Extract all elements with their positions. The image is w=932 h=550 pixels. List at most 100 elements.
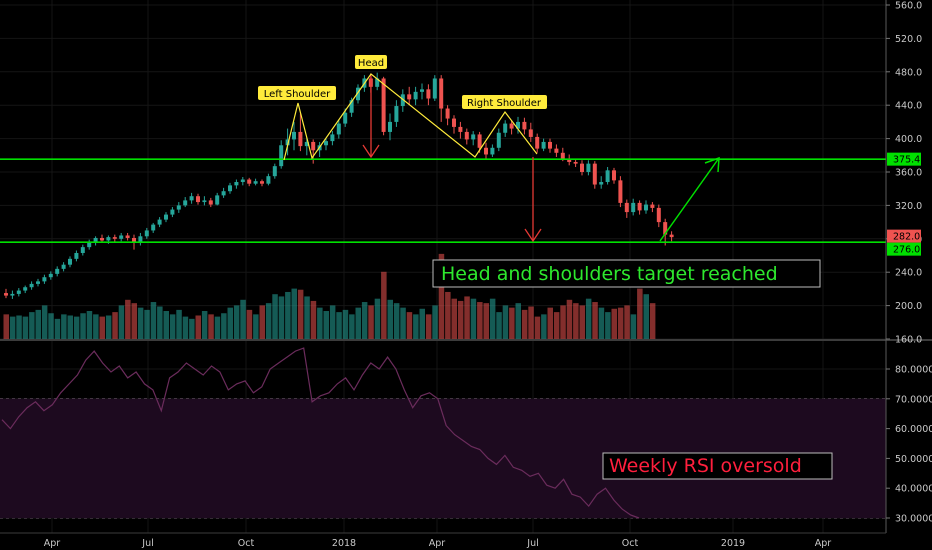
volume-bar	[355, 307, 361, 339]
price-tick-label: 240.0	[895, 268, 922, 279]
candle-body	[663, 222, 668, 235]
volume-bar	[176, 309, 182, 339]
candle-body	[183, 200, 188, 206]
volume-bar	[169, 314, 176, 339]
candle-body	[272, 166, 277, 177]
volume-bar	[509, 307, 515, 339]
volume-bar	[163, 311, 169, 339]
volume-bar	[291, 288, 297, 339]
volume-bar	[477, 302, 483, 339]
volume-bar	[445, 291, 451, 339]
volume-bar	[240, 299, 246, 339]
candle-body	[48, 273, 53, 278]
svg-text:Head: Head	[358, 58, 384, 69]
volume-bar	[649, 303, 656, 339]
volume-bar	[310, 300, 317, 339]
candle-body	[260, 181, 264, 184]
candle-body	[221, 191, 226, 196]
candle-body	[554, 148, 559, 153]
candle-body	[157, 219, 162, 225]
candle-body	[656, 207, 661, 223]
candle-body	[36, 281, 40, 284]
volume-bar	[73, 316, 80, 339]
volume-bar	[579, 305, 585, 339]
volume-bar	[329, 305, 336, 339]
volume-bar	[285, 291, 291, 339]
right-shoulder-label: Right Shoulder	[462, 95, 547, 109]
candle-body	[215, 195, 220, 205]
volume-bar	[617, 307, 624, 339]
candle-body	[74, 252, 79, 259]
volume-bar	[201, 311, 208, 339]
volume-bar	[131, 303, 137, 339]
volume-bar	[387, 299, 393, 339]
svg-text:Head and shoulders target reac: Head and shoulders target reached	[441, 263, 778, 285]
volume-bar	[400, 307, 406, 339]
time-tick-label: Oct	[238, 538, 255, 549]
volume-bar	[515, 303, 521, 339]
candle-body	[548, 141, 552, 149]
candle-body	[125, 235, 130, 238]
time-axis[interactable]: Apr Jul Oct 2018 Apr Jul Oct 2019 Apr	[44, 538, 832, 549]
volume-bar	[432, 305, 438, 339]
candle-body	[285, 139, 290, 146]
rsi-axis[interactable]: 80.0000 70.0000 60.0000 50.0000 40.0000 30.00…	[886, 365, 932, 525]
volume-bar	[112, 312, 118, 339]
recovery-arrow[interactable]	[659, 156, 720, 242]
time-tick-label: Apr	[429, 538, 446, 549]
rsi-oversold-annotation[interactable]: Weekly RSI oversold	[602, 452, 833, 480]
candle-body	[68, 258, 72, 265]
volume-bar	[534, 316, 541, 339]
candle-body	[426, 89, 431, 99]
candle-body	[432, 78, 437, 99]
price-tick-label: 440.0	[895, 101, 922, 112]
volume-bar	[541, 314, 547, 339]
candle-body	[394, 106, 399, 122]
rsi-tick-label: 80.0000	[895, 365, 932, 376]
rsi-tick-label: 30.0000	[895, 514, 932, 525]
candle-body	[80, 247, 85, 253]
candle-body	[464, 131, 469, 140]
volume-bar	[150, 302, 157, 339]
candle-body	[356, 87, 360, 101]
svg-text:282.0: 282.0	[893, 232, 920, 243]
volume-bar	[643, 294, 649, 339]
volume-bar	[208, 314, 214, 339]
head-and-shoulders-pattern[interactable]	[283, 73, 538, 161]
volume-bar	[41, 305, 48, 339]
volume-bar	[105, 315, 112, 339]
candle-body	[471, 134, 476, 140]
candle-body	[509, 123, 514, 129]
candle-body	[330, 134, 335, 142]
candle-body	[119, 235, 124, 239]
head-height-arrow[interactable]	[362, 76, 380, 159]
volume-bar	[630, 314, 637, 339]
candle-body	[29, 283, 34, 288]
target-reached-annotation[interactable]: Head and shoulders target reached	[432, 259, 821, 288]
volume-bar	[483, 303, 489, 339]
candle-body	[93, 237, 98, 243]
target-price-tag: 276.0	[887, 242, 921, 256]
price-tick-label: 200.0	[895, 301, 922, 312]
candle-body	[132, 237, 136, 243]
candle-body	[100, 237, 104, 241]
volume-bar	[22, 316, 29, 339]
volume-bar	[349, 314, 355, 339]
price-tick-label: 520.0	[895, 34, 922, 45]
candle-body	[208, 200, 213, 205]
volume-bar	[16, 315, 22, 339]
volume-bar	[67, 315, 73, 339]
candle-body	[624, 202, 629, 213]
candle-body	[202, 200, 207, 203]
candle-body	[324, 141, 328, 146]
candle-body	[573, 161, 578, 164]
candle-body	[55, 268, 60, 274]
volume-bar	[342, 309, 349, 339]
candle-body	[522, 121, 527, 130]
candle-body	[196, 196, 200, 203]
candle-body	[400, 94, 405, 107]
target-projection-arrow[interactable]	[524, 157, 542, 243]
candle-body	[164, 214, 168, 220]
candle-body	[592, 163, 597, 185]
